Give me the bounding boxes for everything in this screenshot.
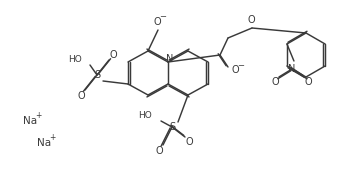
Text: O: O bbox=[231, 65, 239, 75]
Text: HO: HO bbox=[138, 111, 152, 120]
Text: O: O bbox=[77, 91, 85, 101]
Text: HO: HO bbox=[68, 55, 82, 64]
Text: O: O bbox=[185, 137, 193, 147]
Text: Na: Na bbox=[37, 138, 51, 148]
Text: O: O bbox=[153, 17, 161, 27]
Text: S: S bbox=[94, 70, 100, 80]
Text: N: N bbox=[166, 54, 174, 64]
Text: +: + bbox=[49, 134, 55, 142]
Text: −: − bbox=[237, 62, 245, 70]
Text: −: − bbox=[160, 13, 166, 21]
Text: N: N bbox=[288, 64, 295, 74]
Text: O: O bbox=[109, 50, 117, 60]
Text: +: + bbox=[35, 112, 41, 120]
Text: S: S bbox=[169, 122, 175, 132]
Text: O: O bbox=[271, 77, 279, 87]
Text: Na: Na bbox=[23, 116, 37, 126]
Text: O: O bbox=[247, 15, 255, 25]
Text: O: O bbox=[304, 77, 312, 87]
Text: O: O bbox=[155, 146, 163, 156]
